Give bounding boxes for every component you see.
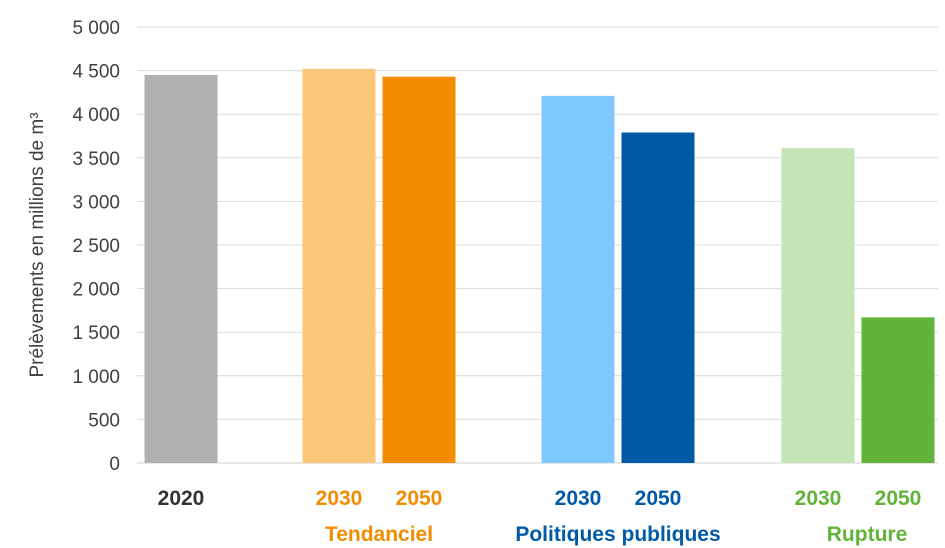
category-labels: 2020 2030 2050 2030 2050 2030 2050 [158, 487, 922, 510]
category-label: 2030 [316, 487, 363, 510]
bar [781, 148, 855, 463]
category-label: 2030 [795, 487, 842, 510]
y-tick-label: 1 500 [72, 323, 120, 344]
y-tick-label: 3 500 [72, 149, 120, 170]
group-label: Tendanciel [325, 523, 433, 546]
bar [621, 132, 695, 463]
bar [144, 74, 218, 464]
y-axis-tick-labels: 0 500 1 000 1 500 2 000 2 500 3 000 3 500 4 000 4… [72, 18, 120, 475]
category-label: 2030 [555, 487, 602, 510]
gridlines [137, 26, 938, 464]
y-tick-label: 4 500 [72, 62, 120, 83]
bar [302, 68, 376, 463]
group-label: Politiques publiques [515, 523, 720, 546]
y-tick-label: 5 000 [72, 18, 120, 39]
y-tick-label: 0 [109, 454, 120, 475]
category-label: 2050 [396, 487, 443, 510]
y-tick-label: 3 000 [72, 192, 120, 213]
y-tick-label: 4 000 [72, 105, 120, 126]
category-label: 2020 [158, 487, 205, 510]
bar [541, 95, 615, 463]
group-label: Rupture [827, 523, 908, 546]
category-label: 2050 [635, 487, 682, 510]
y-tick-label: 500 [88, 410, 120, 431]
y-tick-label: 2 000 [72, 280, 120, 301]
bar [382, 76, 456, 463]
category-label: 2050 [875, 487, 922, 510]
y-tick-label: 2 500 [72, 236, 120, 257]
bars [144, 68, 935, 464]
bar [861, 317, 935, 463]
y-tick-label: 1 000 [72, 367, 120, 388]
y-axis-label: Prélèvements en millions de m³ [27, 112, 48, 377]
group-labels: Tendanciel Politiques publiques Rupture [325, 523, 907, 546]
